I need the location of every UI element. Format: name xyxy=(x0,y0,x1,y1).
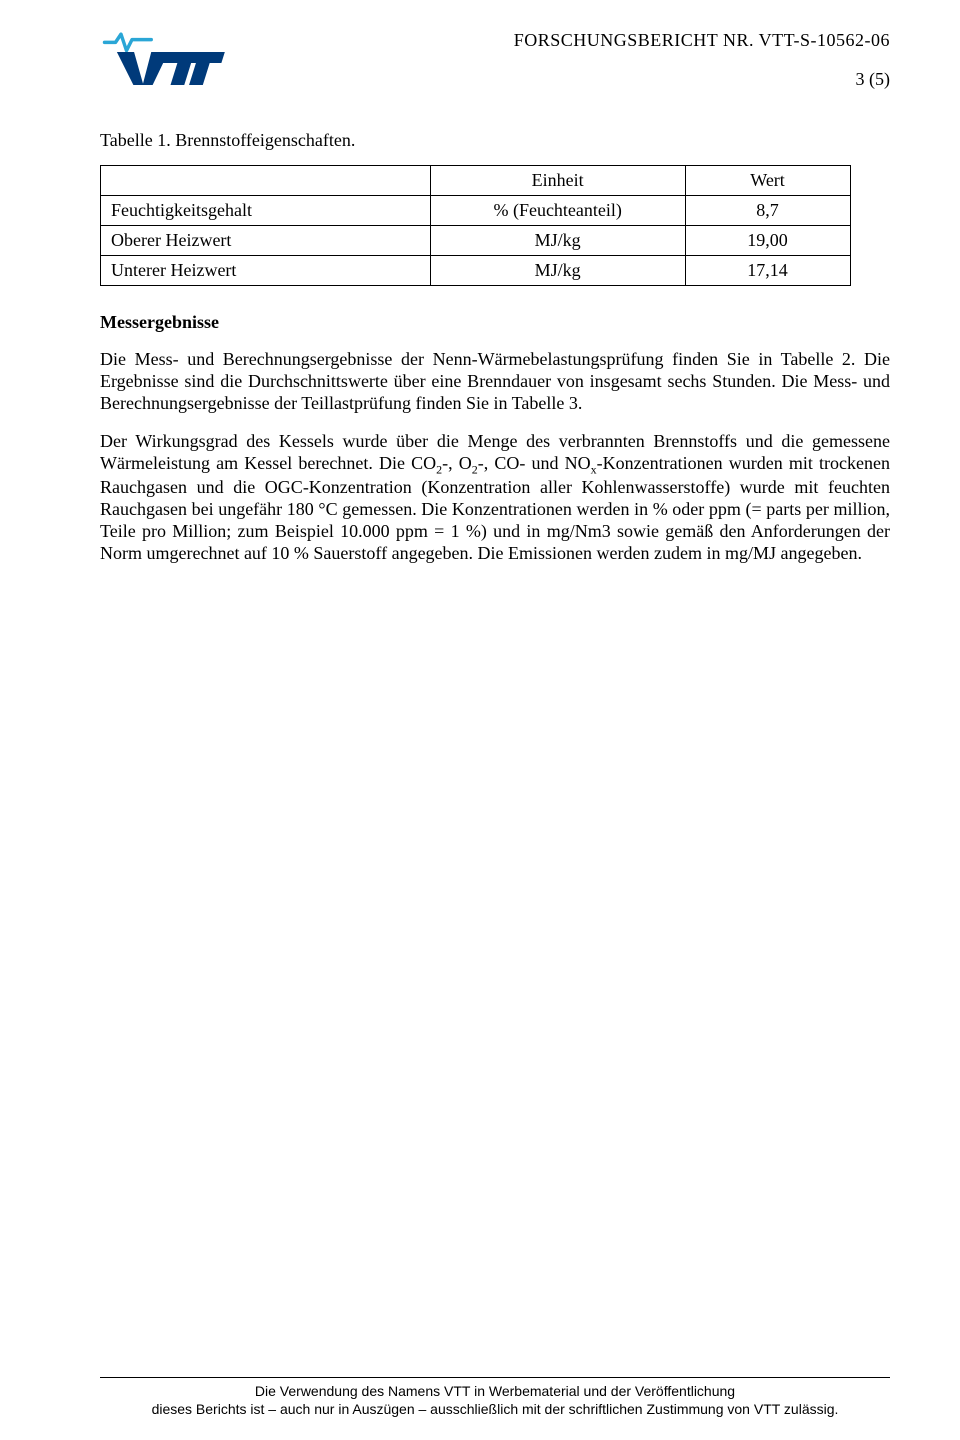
footer: Die Verwendung des Namens VTT in Werbema… xyxy=(100,1377,890,1418)
header-text: FORSCHUNGSBERICHT NR. VTT-S-10562-06 3 (… xyxy=(514,30,890,90)
table-header-empty xyxy=(101,166,431,196)
vtt-logo-icon xyxy=(100,30,230,85)
table-row: Unterer Heizwert MJ/kg 17,14 xyxy=(101,256,851,286)
paragraph-1: Die Mess- und Berechnungsergebnisse der … xyxy=(100,349,890,415)
table-cell: 19,00 xyxy=(685,226,850,256)
table-row: Oberer Heizwert MJ/kg 19,00 xyxy=(101,226,851,256)
table-cell: 17,14 xyxy=(685,256,850,286)
text: -, CO- und NO xyxy=(478,453,591,473)
table-cell: % (Feuchteanteil) xyxy=(430,196,685,226)
vtt-logo xyxy=(100,30,230,85)
table-cell: MJ/kg xyxy=(430,226,685,256)
table-cell: 8,7 xyxy=(685,196,850,226)
table-cell: Feuchtigkeitsgehalt xyxy=(101,196,431,226)
section-heading: Messergebnisse xyxy=(100,312,890,333)
table-header-value: Wert xyxy=(685,166,850,196)
page: FORSCHUNGSBERICHT NR. VTT-S-10562-06 3 (… xyxy=(0,0,960,1440)
content: Tabelle 1. Brennstoffeigenschaften. Einh… xyxy=(100,130,890,565)
table-cell: MJ/kg xyxy=(430,256,685,286)
properties-table: Einheit Wert Feuchtigkeitsgehalt % (Feuc… xyxy=(100,165,851,286)
table-caption: Tabelle 1. Brennstoffeigenschaften. xyxy=(100,130,890,151)
paragraph-2: Der Wirkungsgrad des Kessels wurde über … xyxy=(100,431,890,565)
header: FORSCHUNGSBERICHT NR. VTT-S-10562-06 3 (… xyxy=(100,30,890,90)
table-cell: Oberer Heizwert xyxy=(101,226,431,256)
footer-rule xyxy=(100,1377,890,1378)
footer-text: Die Verwendung des Namens VTT in Werbema… xyxy=(100,1382,890,1418)
page-number: 3 (5) xyxy=(514,69,890,90)
text: -, O xyxy=(442,453,472,473)
table-row: Feuchtigkeitsgehalt % (Feuchteanteil) 8,… xyxy=(101,196,851,226)
table-header-row: Einheit Wert xyxy=(101,166,851,196)
footer-line-1: Die Verwendung des Namens VTT in Werbema… xyxy=(255,1383,735,1399)
table-cell: Unterer Heizwert xyxy=(101,256,431,286)
footer-line-2: dieses Berichts ist – auch nur in Auszüg… xyxy=(152,1401,839,1417)
report-title: FORSCHUNGSBERICHT NR. VTT-S-10562-06 xyxy=(514,30,890,51)
table-header-unit: Einheit xyxy=(430,166,685,196)
